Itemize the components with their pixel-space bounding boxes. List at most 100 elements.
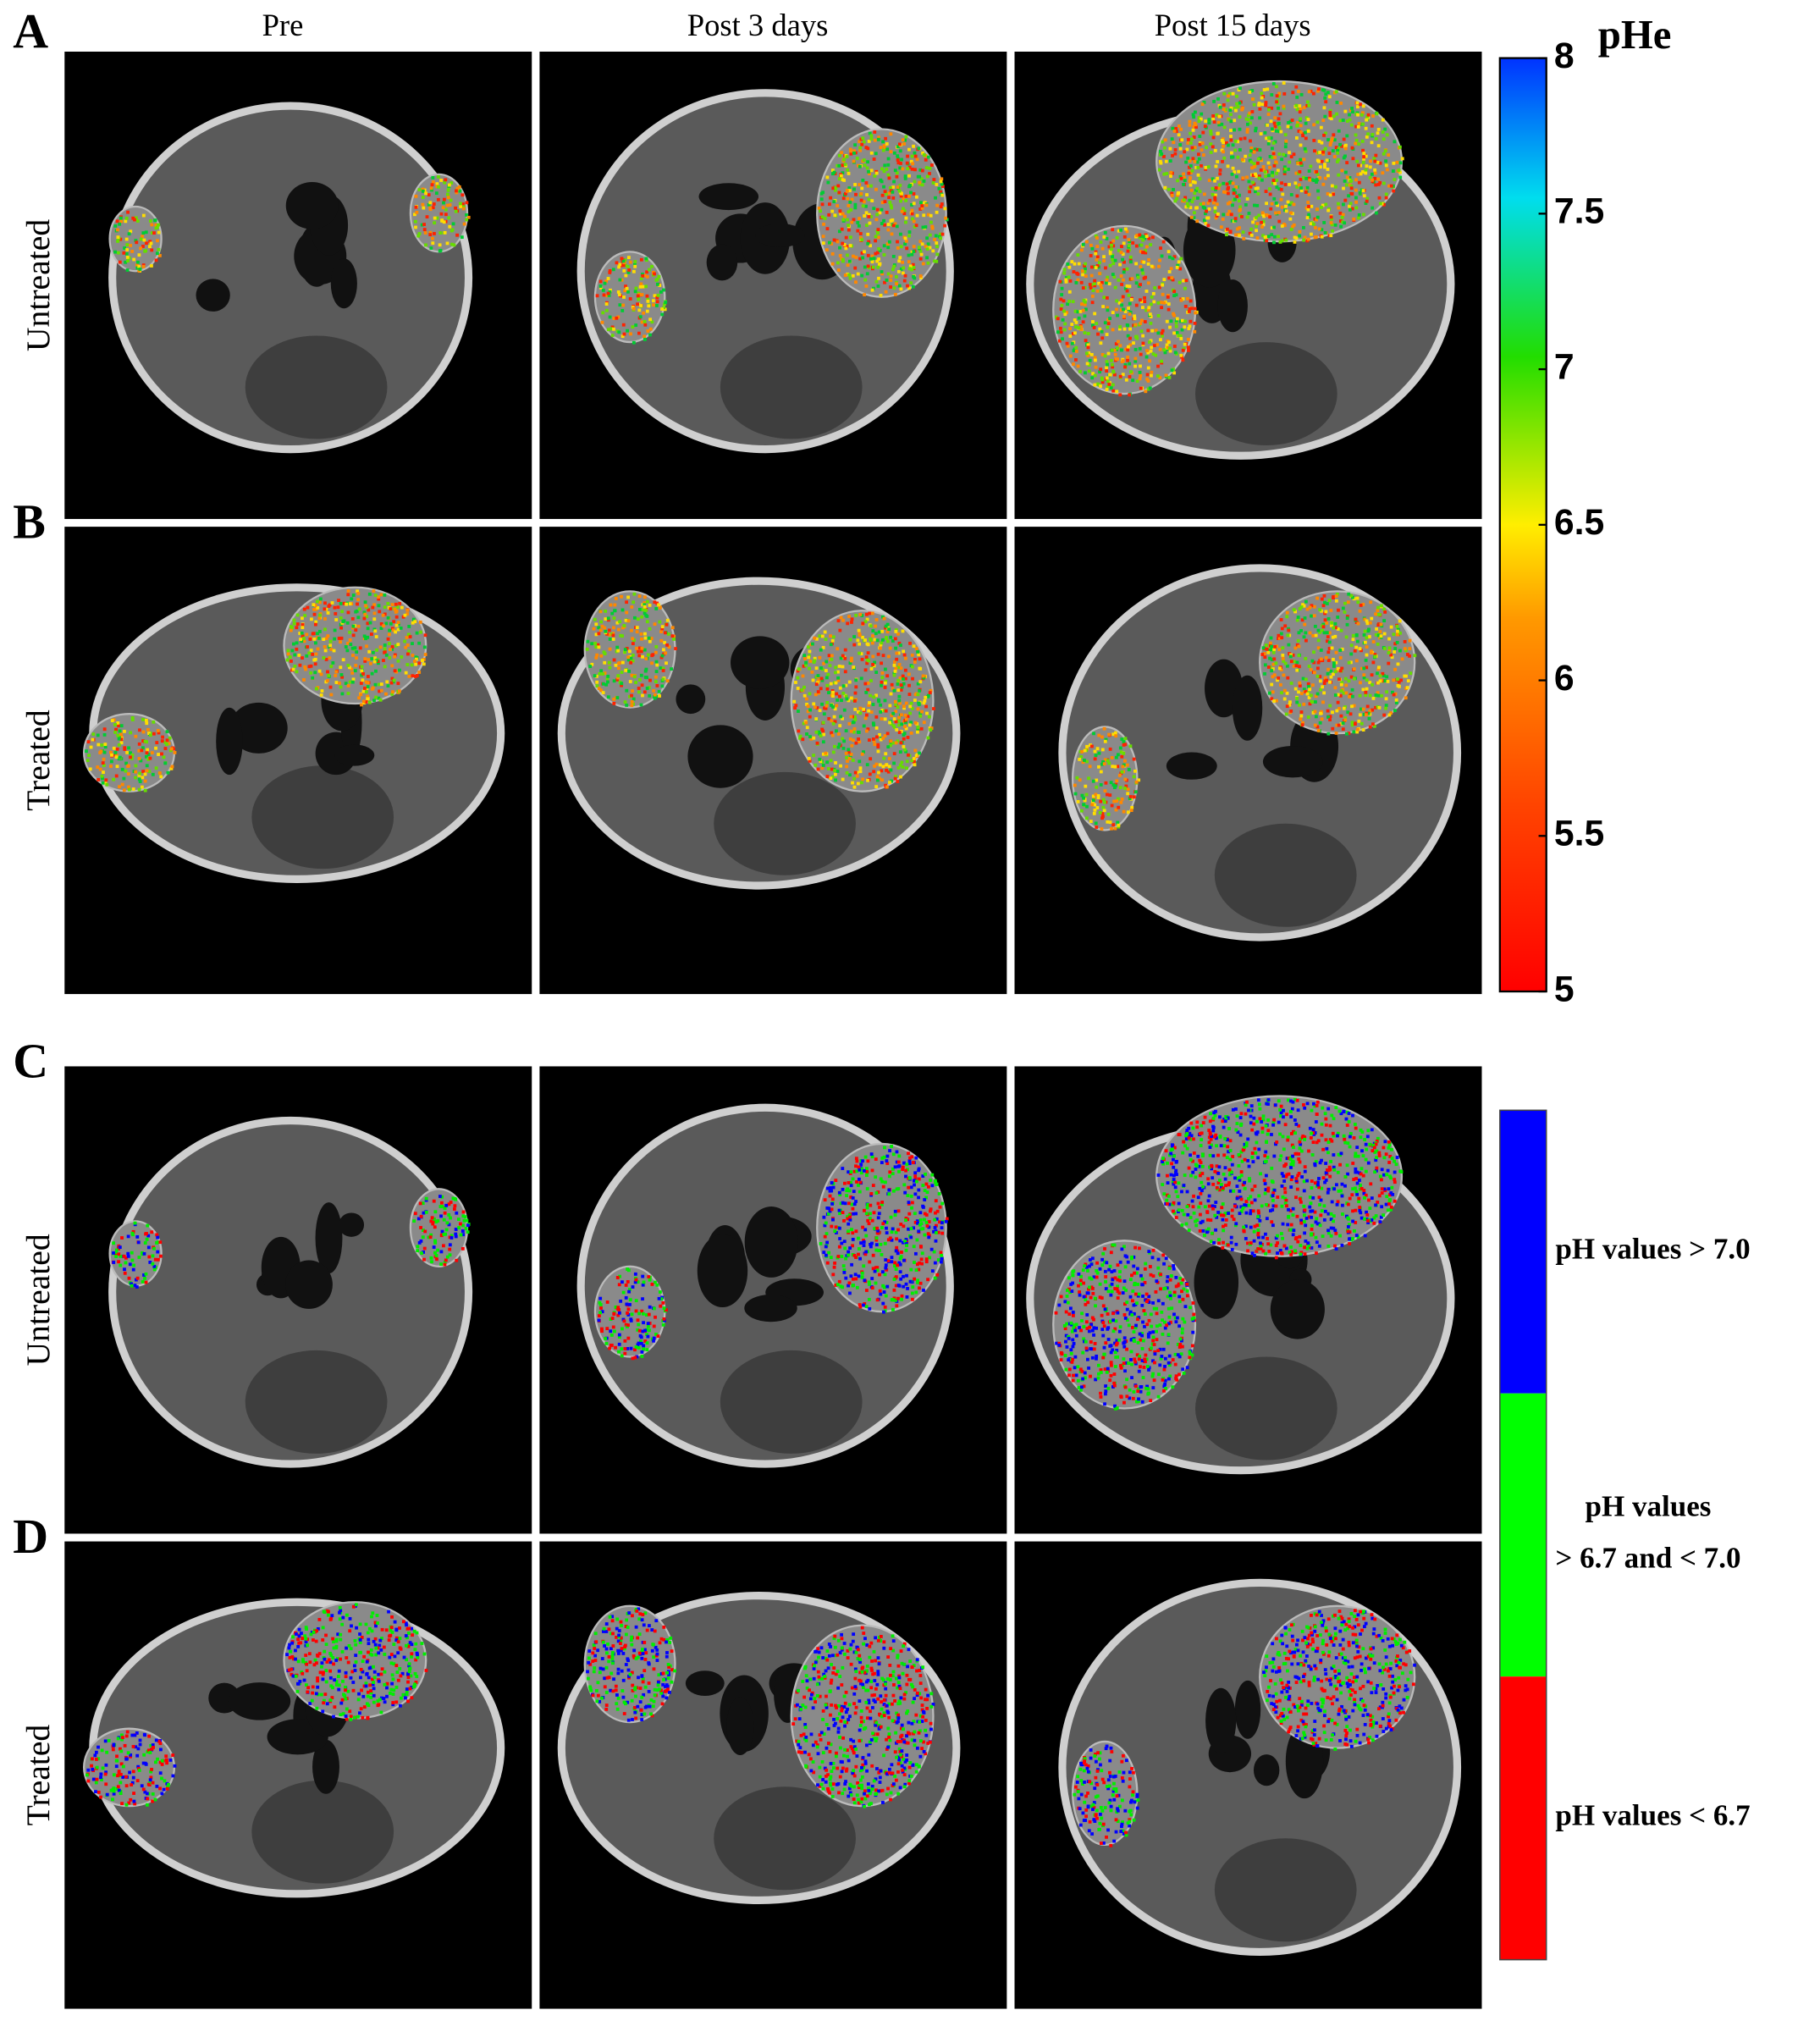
ph-pixel: [1349, 186, 1354, 190]
ph-pixel: [1283, 624, 1288, 628]
ph-pixel: [1154, 353, 1158, 357]
ph-pixel: [1331, 229, 1334, 233]
ph-pixel: [317, 636, 321, 640]
ph-pixel: [617, 330, 621, 334]
ph-pixel: [872, 157, 876, 161]
ph-pixel: [842, 739, 847, 743]
ph-pixel: [1275, 122, 1279, 126]
ph-pixel: [119, 724, 124, 728]
ph-pixel: [1179, 298, 1183, 302]
ph-pixel: [1326, 667, 1330, 671]
ph-pixel: [1381, 118, 1385, 122]
ph-pixel: [1313, 700, 1317, 704]
ph-pixel: [893, 660, 896, 664]
ph-pixel: [1376, 691, 1380, 695]
ph-pixel: [1202, 218, 1206, 223]
ph-pixel: [150, 264, 153, 268]
ph-pixel: [301, 637, 306, 640]
ph-pixel: [415, 631, 419, 635]
ph-pixel: [869, 134, 874, 138]
ph-pixel: [620, 608, 625, 612]
ph-pixel: [1334, 650, 1338, 654]
ph-pixel: [162, 755, 166, 759]
ph-pixel: [848, 244, 852, 247]
ph-pixel: [1112, 799, 1116, 803]
ph-pixel: [873, 638, 877, 642]
ph-pixel: [339, 601, 343, 605]
ph-pixel: [920, 206, 924, 210]
ph-pixel: [1109, 358, 1113, 362]
ph-pixel: [428, 206, 433, 210]
ph-pixel: [1320, 228, 1324, 232]
ph-pixel: [1238, 148, 1242, 152]
ph-pixel: [1285, 664, 1289, 668]
ph-pixel: [645, 274, 649, 279]
ph-pixel: [1059, 297, 1063, 301]
ph-pixel: [454, 209, 458, 213]
ph-pixel: [848, 661, 852, 665]
ph-pixel: [1368, 176, 1372, 179]
ph-pixel: [421, 196, 425, 199]
ph-pixel: [1177, 133, 1181, 137]
ph-pixel: [1108, 373, 1112, 377]
ph-pixel: [913, 151, 917, 155]
ph-pixel: [881, 148, 885, 152]
ph-pixel: [1188, 123, 1192, 127]
ph-pixel: [1248, 190, 1252, 194]
ph-pixel: [1330, 223, 1334, 227]
ph-pixel: [1157, 168, 1161, 172]
ph-pixel: [625, 286, 629, 290]
ph-pixel: [340, 675, 345, 679]
ph-pixel: [836, 261, 840, 265]
ph-pixel: [647, 636, 651, 640]
ph-pixel: [407, 649, 411, 654]
ph-pixel: [1339, 722, 1343, 726]
ph-pixel: [1288, 125, 1293, 130]
ph-pixel: [305, 654, 309, 658]
ph-pixel: [1103, 758, 1107, 762]
ph-pixel: [1302, 225, 1305, 229]
ph-pixel: [98, 751, 102, 754]
ph-pixel: [138, 728, 141, 732]
ph-pixel: [1282, 697, 1287, 701]
ph-pixel: [1328, 110, 1332, 114]
ph-pixel: [1382, 679, 1386, 683]
ph-pixel: [641, 603, 645, 607]
ph-pixel: [348, 602, 352, 606]
ph-pixel: [906, 736, 910, 739]
ph-pixel: [1335, 101, 1339, 104]
ph-pixel: [1067, 290, 1072, 294]
ph-pixel: [848, 638, 852, 642]
organ: [1262, 745, 1323, 778]
ph-pixel: [655, 663, 659, 667]
ph-pixel: [643, 690, 647, 694]
ph-pixel: [1275, 179, 1279, 182]
ph-pixel: [916, 730, 919, 734]
ph-pixel: [1332, 626, 1336, 630]
ph-pixel: [1213, 179, 1216, 183]
ph-pixel: [1067, 275, 1071, 279]
ph-pixel: [388, 628, 392, 632]
ph-pixel: [641, 608, 645, 612]
ph-pixel: [1277, 676, 1281, 680]
ph-pixel: [665, 661, 668, 665]
ph-pixel: [1269, 119, 1273, 124]
ph-pixel: [891, 687, 895, 691]
ph-pixel: [1264, 190, 1268, 193]
ph-pixel: [1073, 309, 1078, 313]
ph-pixel: [620, 634, 624, 638]
ph-pixel: [1279, 130, 1283, 134]
ph-pixel: [898, 750, 902, 754]
ph-pixel: [1350, 107, 1354, 110]
ph-pixel: [904, 721, 907, 725]
ph-pixel: [1392, 693, 1396, 697]
ph-pixel: [1260, 91, 1264, 96]
ph-pixel: [1403, 647, 1407, 651]
ph-pixel: [1133, 317, 1137, 321]
ph-pixel: [1370, 673, 1374, 677]
ph-pixel: [119, 741, 124, 745]
ph-pixel: [653, 695, 656, 698]
ph-pixel: [858, 257, 863, 261]
ph-pixel: [427, 1235, 431, 1240]
ph-pixel: [124, 251, 129, 256]
